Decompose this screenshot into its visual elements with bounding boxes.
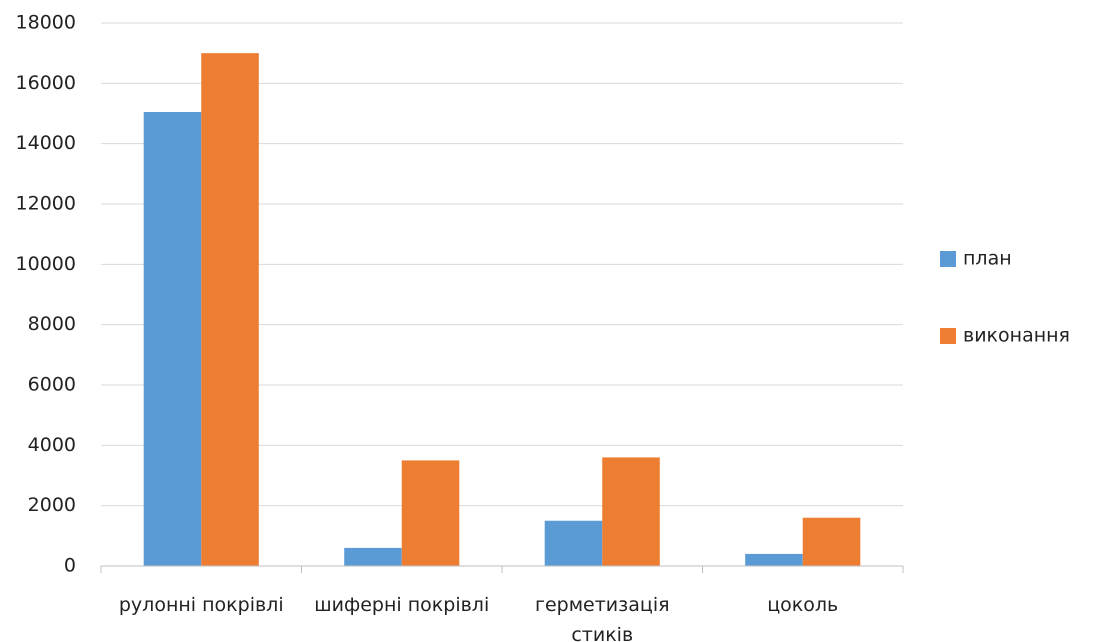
y-tick-label: 16000: [16, 72, 76, 94]
x-tick-label: цоколь: [767, 594, 839, 616]
bar: [401, 460, 460, 566]
x-tick-label: шиферні покрівлі: [314, 594, 490, 616]
y-tick-label: 0: [64, 555, 76, 577]
y-tick-label: 4000: [28, 434, 76, 456]
y-tick-label: 14000: [16, 132, 76, 154]
legend-swatch: [940, 251, 956, 267]
legend-label: виконання: [963, 325, 1070, 347]
bar: [802, 517, 861, 566]
y-tick-label: 12000: [16, 193, 76, 215]
bar: [544, 520, 603, 566]
bar: [143, 111, 202, 566]
y-tick-label: 8000: [28, 313, 76, 335]
legend-swatch: [940, 328, 956, 344]
y-tick-label: 6000: [28, 374, 76, 396]
bar: [344, 547, 402, 566]
x-tick-label: герметизація стиків: [534, 594, 670, 642]
bar: [602, 457, 660, 566]
legend-label: план: [963, 248, 1012, 270]
y-tick-label: 2000: [28, 494, 76, 516]
y-tick-label: 18000: [16, 12, 76, 34]
bar: [201, 53, 259, 566]
x-tick-label: рулонні покрівлі: [118, 594, 284, 616]
y-tick-label: 10000: [16, 253, 76, 275]
bar: [745, 553, 803, 566]
